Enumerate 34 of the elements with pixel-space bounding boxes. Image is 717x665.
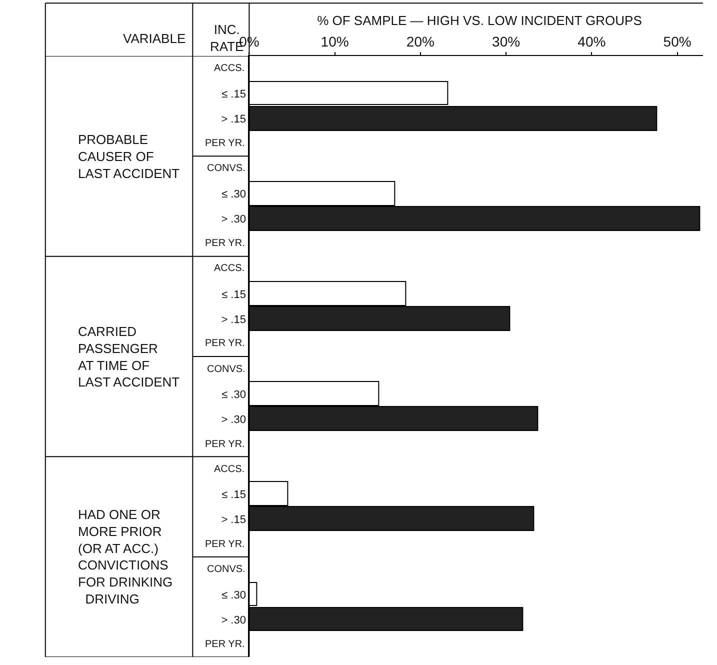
x-tick-label: 10% xyxy=(320,33,349,50)
text: ACCS. xyxy=(214,263,245,274)
text: PROBABLE CAUSER OF LAST ACCIDENT xyxy=(78,132,180,181)
text: PER YR. xyxy=(205,338,245,349)
text: PER YR. xyxy=(205,439,245,450)
y-tick-label: ≤ .15 xyxy=(222,288,246,301)
chart-title: % OF SAMPLE — HIGH VS. LOW INCIDENT GROUPS xyxy=(317,13,642,28)
text: PER YR. xyxy=(205,539,245,550)
y-tick-label: ≤ .30 xyxy=(222,188,246,201)
y-tick-label: ≤ .15 xyxy=(222,88,246,100)
text: PER YR. xyxy=(205,238,245,249)
text: CONVS. xyxy=(207,564,246,575)
y-tick-label: > .15 xyxy=(221,113,246,126)
y-tick-label: > .15 xyxy=(221,514,246,526)
x-tick-label: 50% xyxy=(663,33,692,50)
y-tick-label: ≤ .30 xyxy=(222,388,246,401)
text: VARIABLE xyxy=(123,31,186,46)
text: CARRIED PASSENGER AT TIME OF LAST ACCIDENT xyxy=(78,324,180,390)
x-tick-label: 20% xyxy=(406,33,434,50)
y-tick-label: > .30 xyxy=(221,614,246,626)
y-tick-label: > .30 xyxy=(221,214,246,226)
text: PER YR. xyxy=(205,138,245,149)
y-tick-label: > .15 xyxy=(221,314,246,326)
y-tick-label: ≤ .30 xyxy=(222,589,246,602)
x-tick-label: 40% xyxy=(578,33,606,50)
text: HAD ONE OR MORE PRIOR (OR AT ACC.) CONVICTIONS FOR DRINKING DRIVING xyxy=(78,507,173,606)
y-tick-label: > .30 xyxy=(221,414,246,426)
x-tick-label: 30% xyxy=(492,33,520,50)
text: CONVS. xyxy=(207,364,246,375)
y-tick-label: ≤ .15 xyxy=(222,489,246,502)
text: CONVS. xyxy=(207,163,246,174)
text: ACCS. xyxy=(214,63,245,74)
text: PER YR. xyxy=(205,639,245,650)
text: ACCS. xyxy=(214,464,245,475)
